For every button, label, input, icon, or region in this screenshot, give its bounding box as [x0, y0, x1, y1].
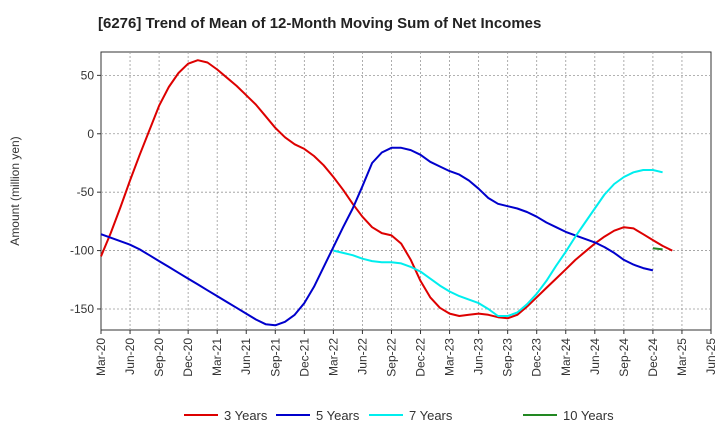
x-tick-label: Dec-21: [297, 338, 311, 377]
y-tick-label: -150: [70, 302, 94, 316]
x-tick-label: Mar-25: [675, 338, 689, 376]
y-tick-label: -100: [70, 244, 94, 258]
y-tick-label: 50: [81, 68, 95, 82]
x-tick-label: Sep-20: [152, 338, 166, 377]
series-line-5-years: [100, 146, 654, 327]
x-tick-label: Jun-24: [588, 338, 602, 375]
x-tick-label: Mar-22: [326, 338, 340, 376]
y-tick-label: -50: [77, 185, 95, 199]
x-tick-label: Dec-22: [414, 338, 428, 377]
x-tick-label: Sep-21: [268, 338, 282, 377]
y-tick-label: 0: [87, 127, 94, 141]
legend-label-10-years: 10 Years: [563, 408, 614, 423]
y-axis-ticks: 50 0 -50 -100 -150: [70, 68, 101, 316]
x-tick-label: Dec-23: [530, 338, 544, 377]
series-line-3-years: [100, 59, 673, 320]
x-tick-label: Sep-24: [617, 338, 631, 377]
x-tick-label: Dec-20: [181, 338, 195, 377]
x-tick-label: Dec-24: [646, 338, 660, 377]
x-tick-label: Jun-25: [704, 338, 718, 375]
x-tick-label: Mar-21: [210, 338, 224, 376]
x-tick-label: Jun-23: [472, 338, 486, 375]
x-tick-label: Jun-20: [123, 338, 137, 375]
plot-area: [100, 51, 712, 331]
legend-label-7-years: 7 Years: [409, 408, 453, 423]
x-axis-ticks: Mar-20 Jun-20 Sep-20 Dec-20 Mar-21 Jun-21 Sep-…: [94, 330, 718, 377]
x-tick-label: Mar-23: [443, 338, 457, 376]
x-tick-label: Jun-22: [355, 338, 369, 375]
series-line-7-years: [333, 169, 663, 317]
x-tick-label: Mar-24: [559, 338, 573, 376]
x-tick-label: Mar-20: [94, 338, 108, 376]
x-tick-label: Jun-21: [239, 338, 253, 375]
legend-label-5-years: 5 Years: [316, 408, 360, 423]
x-tick-label: Sep-22: [384, 338, 398, 377]
y-axis-label: Amount (million yen): [8, 136, 22, 245]
legend: 3 Years 5 Years 7 Years 10 Years: [184, 408, 614, 423]
chart-title: [6276] Trend of Mean of 12-Month Moving …: [98, 15, 542, 32]
series-line-10-years: [652, 247, 663, 251]
series-lines: [100, 59, 673, 327]
x-tick-label: Sep-23: [501, 338, 515, 377]
legend-label-3-years: 3 Years: [224, 408, 268, 423]
